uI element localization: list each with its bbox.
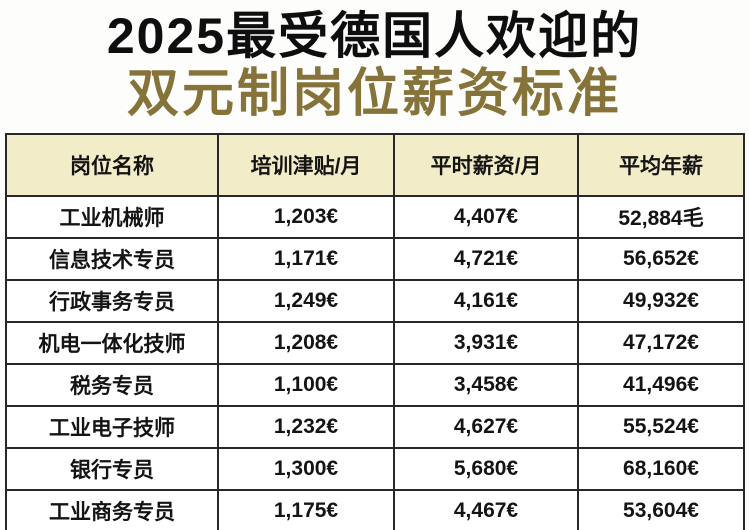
table-row: 行政事务专员 1,249€ 4,161€ 49,932€ (5, 279, 745, 323)
cell-annual-salary: 49,932€ (577, 279, 745, 323)
cell-monthly-salary: 4,627€ (393, 405, 579, 449)
cell-monthly-salary: 3,931€ (393, 321, 579, 365)
cell-annual-salary: 53,604€ (577, 489, 745, 530)
cell-position: 税务专员 (5, 363, 219, 407)
salary-table: 岗位名称 培训津贴/月 平时薪资/月 平均年薪 工业机械师 1,203€ 4,4… (5, 133, 745, 530)
header-row: 岗位名称 培训津贴/月 平时薪资/月 平均年薪 (5, 133, 745, 197)
column-header-position: 岗位名称 (5, 133, 219, 197)
cell-position: 工业商务专员 (5, 489, 219, 530)
cell-position: 银行专员 (5, 447, 219, 491)
cell-training-allowance: 1,249€ (217, 279, 395, 323)
cell-position: 工业电子技师 (5, 405, 219, 449)
cell-monthly-salary: 5,680€ (393, 447, 579, 491)
cell-training-allowance: 1,208€ (217, 321, 395, 365)
column-header-training-allowance: 培训津贴/月 (217, 133, 395, 197)
table-row: 工业电子技师 1,232€ 4,627€ 55,524€ (5, 405, 745, 449)
table-row: 税务专员 1,100€ 3,458€ 41,496€ (5, 363, 745, 407)
cell-training-allowance: 1,232€ (217, 405, 395, 449)
cell-annual-salary: 68,160€ (577, 447, 745, 491)
table-row: 机电一体化技师 1,208€ 3,931€ 47,172€ (5, 321, 745, 365)
table-row: 信息技术专员 1,171€ 4,721€ 56,652€ (5, 237, 745, 281)
column-header-monthly-salary: 平时薪资/月 (393, 133, 579, 197)
cell-monthly-salary: 4,407€ (393, 195, 579, 239)
column-header-annual-salary: 平均年薪 (577, 133, 745, 197)
table-row: 工业机械师 1,203€ 4,407€ 52,884毛 (5, 195, 745, 239)
table-row: 银行专员 1,300€ 5,680€ 68,160€ (5, 447, 745, 491)
page-title: 2025最受德国人欢迎的 (106, 8, 643, 64)
cell-monthly-salary: 4,161€ (393, 279, 579, 323)
cell-training-allowance: 1,175€ (217, 489, 395, 530)
cell-training-allowance: 1,100€ (217, 363, 395, 407)
cell-annual-salary: 47,172€ (577, 321, 745, 365)
cell-position: 行政事务专员 (5, 279, 219, 323)
cell-training-allowance: 1,300€ (217, 447, 395, 491)
cell-training-allowance: 1,171€ (217, 237, 395, 281)
cell-annual-salary: 41,496€ (577, 363, 745, 407)
cell-training-allowance: 1,203€ (217, 195, 395, 239)
cell-monthly-salary: 4,467€ (393, 489, 579, 530)
cell-position: 机电一体化技师 (5, 321, 219, 365)
cell-annual-salary: 56,652€ (577, 237, 745, 281)
cell-annual-salary: 55,524€ (577, 405, 745, 449)
cell-monthly-salary: 4,721€ (393, 237, 579, 281)
page-subtitle: 双元制岗位薪资标准 (126, 65, 622, 123)
table-row: 工业商务专员 1,175€ 4,467€ 53,604€ (5, 489, 745, 530)
cell-position: 信息技术专员 (5, 237, 219, 281)
cell-annual-salary: 52,884毛 (577, 195, 745, 239)
cell-position: 工业机械师 (5, 195, 219, 239)
cell-monthly-salary: 3,458€ (393, 363, 579, 407)
